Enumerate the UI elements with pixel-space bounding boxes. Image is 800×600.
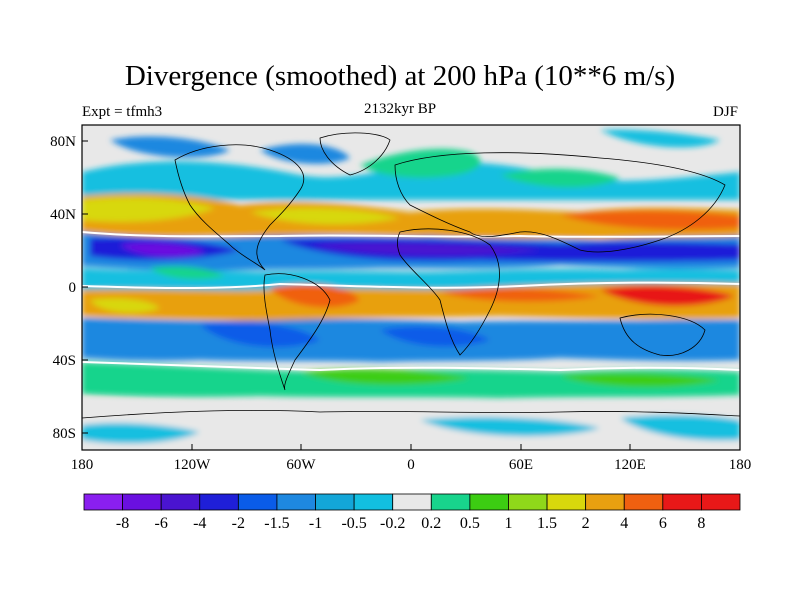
coastline-europe-asia: [394, 152, 726, 253]
colorbar-label: -2: [232, 515, 245, 532]
coastline-australia: [619, 313, 706, 356]
time-label: 2132kyr BP: [363, 101, 437, 117]
field-region: [270, 284, 360, 308]
colorbar-swatch: [160, 493, 201, 511]
colorbar-swatch: [237, 493, 278, 511]
colorbar-swatch: [546, 493, 587, 511]
field-region: [260, 143, 350, 164]
field-region: [82, 161, 740, 200]
season-label: DJF: [712, 104, 738, 120]
lat-tick-label: 80S: [53, 426, 76, 442]
lat-tick-label: 0: [69, 280, 77, 296]
colorbar-label: -8: [116, 515, 129, 532]
colorbar-swatch: [353, 493, 394, 511]
field-region: [90, 298, 160, 313]
contour-line: [82, 361, 740, 372]
field-region: [310, 242, 540, 256]
lat-tick-label: 40S: [53, 353, 76, 369]
colorbar-label: -4: [193, 515, 206, 532]
colorbar-swatch: [623, 493, 664, 511]
lon-tick-label: 120E: [614, 457, 646, 473]
colorbar: -8 -6 -4 -2 -1.5 -1 -0.5 -0.2 0.2 0.5 1 1.5 2 4 6 8: [83, 493, 741, 532]
field-region: [560, 373, 720, 388]
field-region: [200, 322, 320, 348]
colorbar-swatch: [276, 493, 316, 511]
field-region: [120, 242, 205, 257]
field-region: [110, 136, 230, 158]
colorbar-label: -0.2: [380, 515, 405, 532]
colorbar-label: -6: [155, 515, 168, 532]
lon-tick-label: 180: [71, 457, 94, 473]
colorbar-label: 8: [697, 515, 705, 532]
colorbar-swatch: [199, 493, 239, 511]
colorbar-swatch: [585, 493, 625, 511]
axis-ticks: [81, 140, 741, 450]
colorbar-label: -1: [309, 515, 322, 532]
contour-line: [82, 281, 740, 289]
field-region: [600, 285, 735, 306]
lat-tick-label: 40N: [50, 207, 76, 223]
lon-tick-label: 0: [407, 457, 415, 473]
colorbar-label: 1.5: [537, 515, 557, 532]
field-region: [600, 129, 720, 148]
field-region: [82, 193, 740, 239]
map-plot-area: [82, 125, 740, 450]
field-region: [360, 148, 481, 178]
tick-labels: 80N 40N 0 40S 80S 180 120W 60W 0 60E 120…: [50, 134, 751, 473]
coastlines: [82, 132, 740, 419]
colorbar-label: -0.5: [341, 515, 366, 532]
colorbar-swatch: [392, 493, 432, 511]
lon-tick-label: 120W: [174, 457, 212, 473]
divergence-field: [82, 129, 740, 450]
coastline-north-america: [174, 144, 305, 271]
colorbar-label: 1: [504, 515, 512, 532]
colorbar-swatch: [83, 493, 123, 511]
contour-line: [82, 231, 740, 238]
field-region: [500, 168, 620, 188]
colorbar-swatch: [122, 493, 162, 511]
colorbar-label: 2: [582, 515, 590, 532]
colorbar-label: 0.5: [460, 515, 480, 532]
colorbar-label: -1.5: [264, 515, 289, 532]
colorbar-swatch: [662, 493, 702, 511]
contour-lines: [82, 231, 740, 372]
map-title: Divergence (smoothed) at 200 hPa (10**6 …: [124, 60, 676, 92]
lon-tick-label: 180: [729, 457, 752, 473]
field-region: [440, 288, 600, 302]
lon-tick-label: 60E: [509, 457, 533, 473]
field-region: [300, 369, 470, 385]
field-region: [620, 414, 740, 441]
coastline-africa: [396, 228, 500, 356]
field-region: [250, 208, 400, 225]
field-region: [150, 266, 225, 280]
coastline-south-america: [263, 273, 331, 391]
colorbar-swatch: [469, 493, 509, 511]
colorbar-label: 6: [659, 515, 667, 532]
lat-tick-label: 80N: [50, 134, 76, 150]
field-region: [82, 422, 200, 444]
colorbar-swatch: [508, 493, 548, 511]
field-region: [420, 417, 600, 437]
lon-tick-label: 60W: [286, 457, 316, 473]
field-region: [82, 400, 740, 450]
colorbar-swatch: [315, 493, 355, 511]
colorbar-swatch: [430, 493, 471, 511]
experiment-label: Expt = tfmh3: [82, 104, 163, 120]
colorbar-swatch: [701, 493, 741, 511]
coastline-greenland: [319, 132, 391, 176]
field-region: [560, 210, 740, 230]
coastline-antarctica: [82, 410, 740, 419]
field-region: [380, 326, 490, 347]
colorbar-label: 0.2: [421, 515, 441, 532]
colorbar-label: 4: [620, 515, 628, 532]
field-region: [82, 197, 215, 222]
